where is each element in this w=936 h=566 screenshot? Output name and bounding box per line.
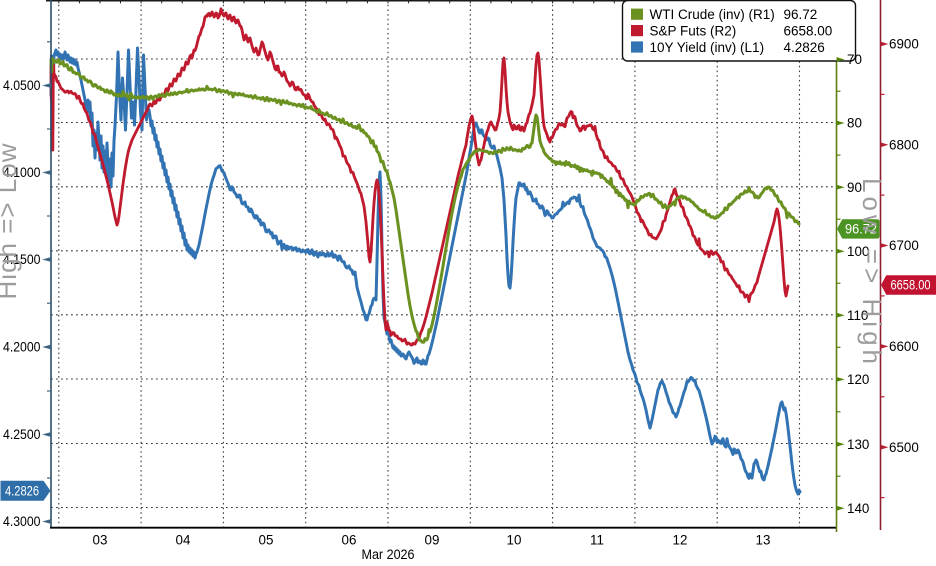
svg-text:4.2000: 4.2000: [3, 340, 41, 355]
svg-text:90: 90: [847, 180, 862, 195]
svg-text:6800: 6800: [889, 138, 919, 153]
svg-text:6658.00: 6658.00: [784, 23, 833, 38]
svg-text:09: 09: [425, 533, 440, 548]
svg-text:100: 100: [847, 244, 869, 259]
svg-text:10: 10: [507, 533, 522, 548]
svg-text:96.72: 96.72: [845, 222, 877, 237]
svg-text:4.1000: 4.1000: [3, 165, 41, 180]
svg-text:6600: 6600: [889, 339, 919, 354]
svg-text:120: 120: [847, 372, 869, 387]
svg-text:4.2826: 4.2826: [5, 483, 39, 498]
svg-text:4.0500: 4.0500: [3, 78, 41, 93]
svg-text:10Y Yield (inv) (L1): 10Y Yield (inv) (L1): [650, 40, 765, 55]
svg-text:6900: 6900: [889, 37, 919, 52]
svg-text:S&P Futs (R2): S&P Futs (R2): [650, 23, 737, 38]
svg-text:6658.00: 6658.00: [891, 278, 931, 293]
svg-text:WTI Crude (inv) (R1): WTI Crude (inv) (R1): [650, 7, 775, 22]
svg-text:130: 130: [847, 437, 869, 452]
svg-text:Mar 2026: Mar 2026: [362, 547, 415, 561]
svg-text:4.1500: 4.1500: [3, 252, 41, 267]
svg-text:6500: 6500: [889, 440, 919, 455]
svg-text:High => Low: High => Low: [0, 143, 22, 300]
svg-text:11: 11: [590, 533, 604, 548]
svg-text:4.2826: 4.2826: [784, 40, 825, 55]
svg-text:140: 140: [847, 501, 869, 516]
svg-text:12: 12: [673, 533, 688, 548]
svg-text:96.72: 96.72: [784, 7, 818, 22]
svg-text:6700: 6700: [889, 238, 919, 253]
svg-text:05: 05: [259, 533, 274, 548]
svg-text:80: 80: [847, 116, 862, 131]
svg-text:Low => High: Low => High: [857, 178, 887, 368]
svg-text:4.2500: 4.2500: [3, 427, 41, 442]
svg-text:13: 13: [756, 533, 771, 548]
svg-text:04: 04: [176, 533, 191, 548]
svg-text:70: 70: [847, 52, 862, 67]
svg-text:110: 110: [847, 308, 868, 323]
svg-text:03: 03: [93, 533, 108, 548]
svg-text:4.3000: 4.3000: [3, 514, 41, 529]
svg-text:06: 06: [342, 533, 357, 548]
